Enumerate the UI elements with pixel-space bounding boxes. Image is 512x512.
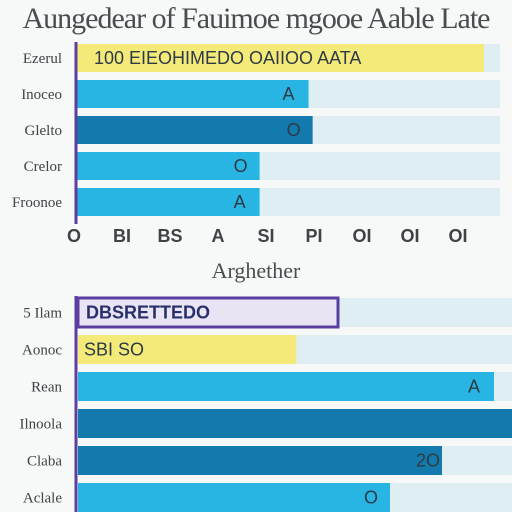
x-tick-label: BI: [113, 226, 131, 246]
chart-title: Aungedear of Fauimoe mgooe Aable Late: [22, 2, 491, 35]
bar: [76, 80, 309, 108]
data-label: O: [287, 120, 301, 140]
category-label: 5 Ilam: [23, 306, 62, 322]
data-label: O: [234, 156, 248, 176]
x-tick-label: SI: [257, 226, 274, 246]
x-tick-label: BS: [157, 226, 182, 246]
data-label: A: [234, 192, 246, 212]
x-tick-label: O: [67, 226, 81, 246]
data-label: 2O: [416, 451, 440, 471]
chart-subtitle: Arghether: [211, 258, 301, 283]
category-label: Froonoe: [12, 195, 62, 211]
x-tick-label: A: [212, 226, 225, 246]
data-label: SBI SO: [84, 340, 144, 360]
data-label: A: [468, 377, 480, 397]
bar: [78, 483, 390, 512]
data-label: 100 EIEOHIMEDO OAIIOO AATA: [94, 48, 361, 68]
category-label: Inoceo: [21, 87, 62, 103]
category-label: Rean: [31, 380, 62, 396]
bar: [78, 372, 494, 401]
bar: [76, 152, 260, 180]
bar: [76, 44, 484, 72]
bar: [76, 116, 313, 144]
x-tick-label: OI: [400, 226, 419, 246]
data-label: O: [364, 488, 378, 508]
bar: [76, 188, 260, 216]
category-label: Glelto: [25, 123, 63, 139]
category-label: Aonoc: [22, 343, 62, 359]
x-tick-label: OI: [352, 226, 371, 246]
category-label: Crelor: [24, 159, 62, 175]
data-label: DBSRETTEDO: [86, 303, 210, 323]
data-label: A: [283, 84, 295, 104]
x-tick-label: OI: [448, 226, 467, 246]
bar: [76, 296, 340, 329]
bar: [78, 409, 512, 438]
bar: [78, 335, 297, 364]
bar: [78, 446, 442, 475]
category-label: Claba: [27, 454, 62, 470]
category-label: Ezerul: [23, 51, 62, 67]
category-label: Aclale: [23, 491, 62, 507]
x-tick-label: PI: [305, 226, 322, 246]
category-label: Ilnoola: [20, 417, 63, 433]
